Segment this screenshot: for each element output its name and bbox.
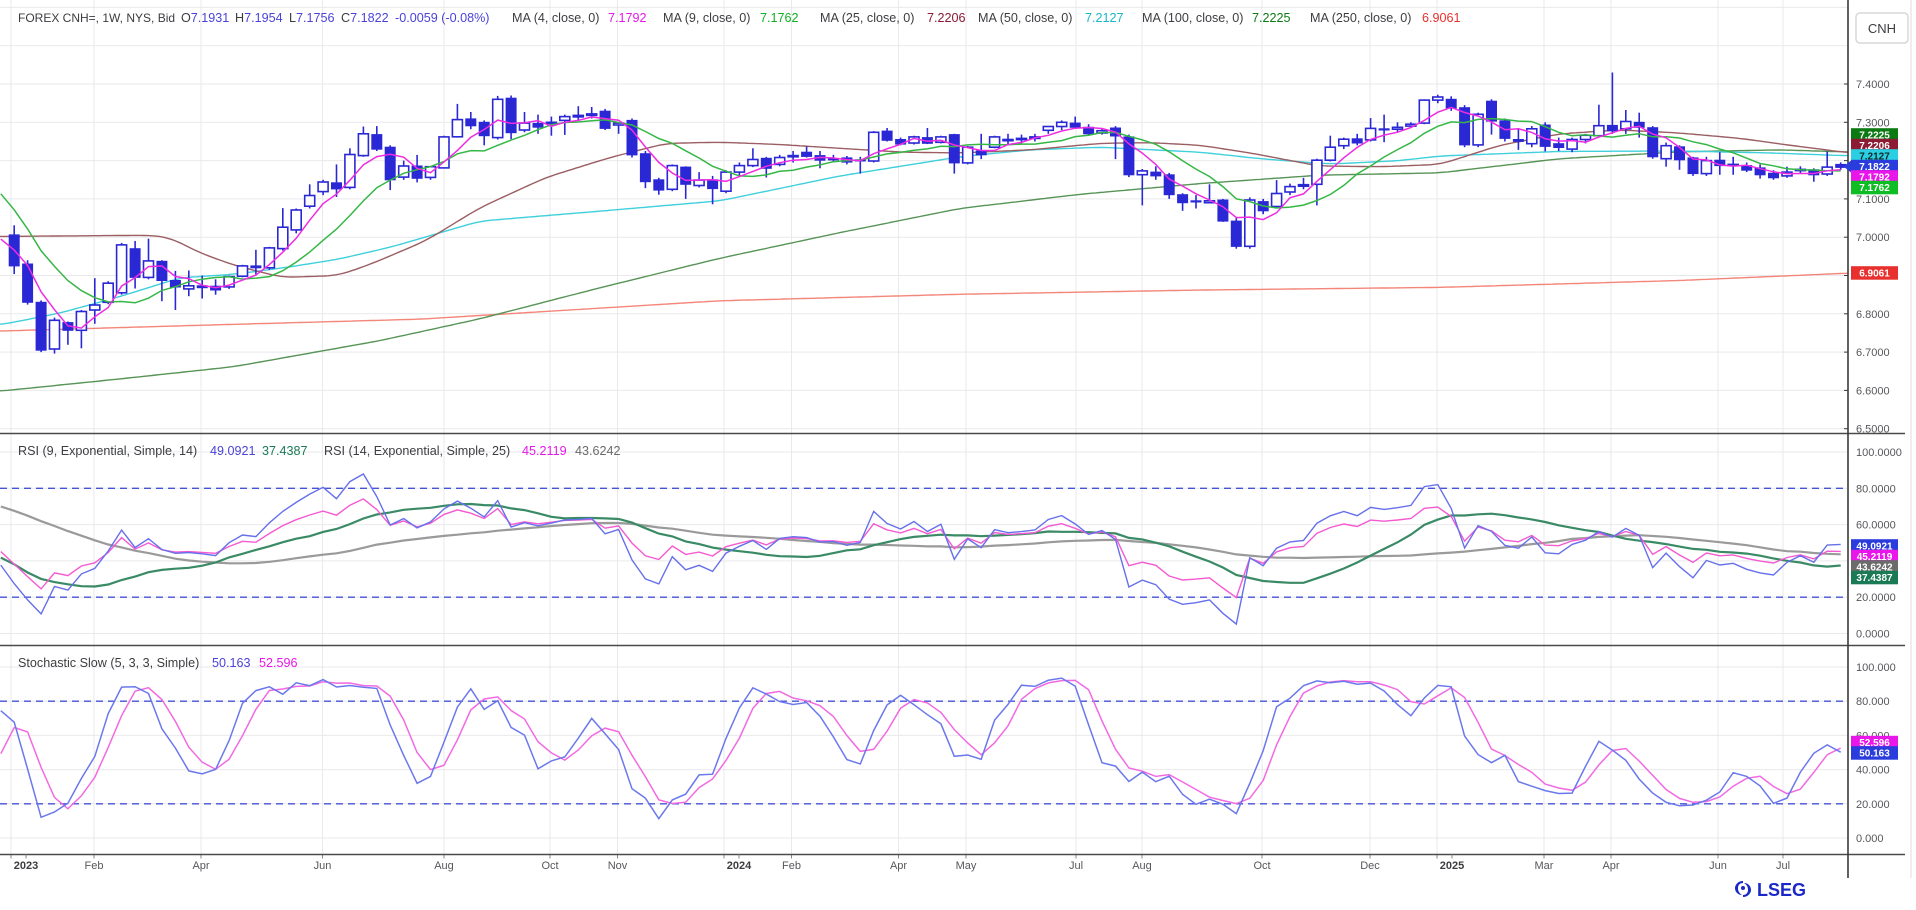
svg-text:7.2225: 7.2225 — [1252, 11, 1291, 25]
svg-text:MA (25, close, 0): MA (25, close, 0) — [820, 11, 915, 25]
svg-text:52.596: 52.596 — [1859, 738, 1890, 749]
svg-text:MA (100, close, 0): MA (100, close, 0) — [1142, 11, 1244, 25]
svg-text:CNH: CNH — [1868, 21, 1896, 36]
svg-text:Nov: Nov — [608, 860, 628, 872]
svg-text:80.0000: 80.0000 — [1856, 483, 1896, 495]
svg-text:60.0000: 60.0000 — [1856, 520, 1896, 532]
svg-text:2023: 2023 — [14, 860, 38, 872]
svg-text:6.7000: 6.7000 — [1856, 347, 1890, 359]
svg-text:0.000: 0.000 — [1856, 833, 1884, 845]
svg-text:2025: 2025 — [1440, 860, 1464, 872]
svg-text:100.0000: 100.0000 — [1856, 447, 1902, 459]
svg-text:100.000: 100.000 — [1856, 662, 1896, 674]
svg-text:7.0000: 7.0000 — [1856, 232, 1890, 244]
svg-text:Feb: Feb — [782, 860, 801, 872]
svg-text:MA (50, close, 0): MA (50, close, 0) — [978, 11, 1073, 25]
svg-text:Jun: Jun — [314, 860, 332, 872]
svg-text:C7.1822: C7.1822 — [341, 11, 389, 25]
svg-text:37.4387: 37.4387 — [1856, 573, 1893, 584]
svg-text:6.8000: 6.8000 — [1856, 309, 1890, 321]
svg-text:7.1000: 7.1000 — [1856, 194, 1890, 206]
svg-text:Jul: Jul — [1069, 860, 1083, 872]
svg-text:40.000: 40.000 — [1856, 765, 1890, 777]
svg-text:80.000: 80.000 — [1856, 696, 1890, 708]
svg-text:7.1762: 7.1762 — [1859, 183, 1890, 194]
svg-text:7.2127: 7.2127 — [1085, 11, 1124, 25]
svg-text:20.000: 20.000 — [1856, 799, 1890, 811]
svg-text:7.2127: 7.2127 — [1859, 152, 1890, 163]
svg-text:49.0921: 49.0921 — [1856, 542, 1893, 553]
svg-text:-0.0059 (-0.08%): -0.0059 (-0.08%) — [395, 11, 490, 25]
svg-text:7.3000: 7.3000 — [1856, 117, 1890, 129]
svg-text:Dec: Dec — [1360, 860, 1380, 872]
svg-text:RSI (14, Exponential, Simple,: RSI (14, Exponential, Simple, 25) — [324, 444, 510, 458]
svg-text:O7.1931: O7.1931 — [181, 11, 229, 25]
svg-text:2024: 2024 — [727, 860, 752, 872]
svg-text:37.4387: 37.4387 — [262, 444, 308, 458]
svg-text:7.4000: 7.4000 — [1856, 79, 1890, 91]
svg-text:MA (4, close, 0): MA (4, close, 0) — [512, 11, 600, 25]
svg-text:May: May — [956, 860, 977, 872]
svg-text:H7.1954: H7.1954 — [235, 11, 283, 25]
svg-text:7.2206: 7.2206 — [1859, 141, 1890, 152]
svg-text:45.2119: 45.2119 — [1857, 552, 1893, 563]
svg-text:52.596: 52.596 — [259, 656, 298, 670]
svg-text:Jun: Jun — [1709, 860, 1727, 872]
svg-text:Aug: Aug — [434, 860, 454, 872]
svg-text:LSEG: LSEG — [1757, 880, 1806, 900]
svg-text:7.2206: 7.2206 — [927, 11, 966, 25]
svg-text:49.0921: 49.0921 — [210, 444, 256, 458]
svg-text:6.5000: 6.5000 — [1856, 424, 1890, 436]
svg-text:7.1822: 7.1822 — [1859, 162, 1890, 173]
svg-text:Mar: Mar — [1535, 860, 1554, 872]
svg-text:7.1792: 7.1792 — [1859, 173, 1890, 184]
svg-text:43.6242: 43.6242 — [575, 444, 621, 458]
svg-text:Apr: Apr — [890, 860, 907, 872]
svg-text:0.0000: 0.0000 — [1856, 629, 1890, 641]
svg-text:6.6000: 6.6000 — [1856, 385, 1890, 397]
svg-text:MA (9, close, 0): MA (9, close, 0) — [663, 11, 751, 25]
svg-text:20.0000: 20.0000 — [1856, 592, 1896, 604]
svg-text:45.2119: 45.2119 — [522, 444, 567, 458]
svg-text:Oct: Oct — [541, 860, 558, 872]
svg-text:L7.1756: L7.1756 — [289, 11, 335, 25]
svg-text:RSI (9, Exponential, Simple, 1: RSI (9, Exponential, Simple, 14) — [18, 444, 197, 458]
svg-text:FOREX CNH=, 1W, NYS, Bid: FOREX CNH=, 1W, NYS, Bid — [18, 11, 175, 25]
svg-text:MA (250, close, 0): MA (250, close, 0) — [1310, 11, 1412, 25]
svg-text:50.163: 50.163 — [212, 656, 251, 670]
svg-text:Aug: Aug — [1132, 860, 1152, 872]
svg-text:Apr: Apr — [1602, 860, 1619, 872]
svg-text:7.2225: 7.2225 — [1859, 131, 1890, 142]
svg-text:6.9061: 6.9061 — [1859, 269, 1890, 280]
svg-text:Stochastic Slow (5, 3, 3, Simp: Stochastic Slow (5, 3, 3, Simple) — [18, 656, 199, 670]
svg-text:Apr: Apr — [192, 860, 209, 872]
svg-text:Feb: Feb — [85, 860, 104, 872]
svg-text:Oct: Oct — [1253, 860, 1270, 872]
svg-text:43.6242: 43.6242 — [1856, 563, 1893, 574]
svg-text:7.1792: 7.1792 — [608, 11, 647, 25]
svg-text:7.1762: 7.1762 — [760, 11, 799, 25]
svg-text:Jul: Jul — [1776, 860, 1790, 872]
svg-text:6.9061: 6.9061 — [1422, 11, 1461, 25]
svg-text:50.163: 50.163 — [1859, 749, 1890, 760]
